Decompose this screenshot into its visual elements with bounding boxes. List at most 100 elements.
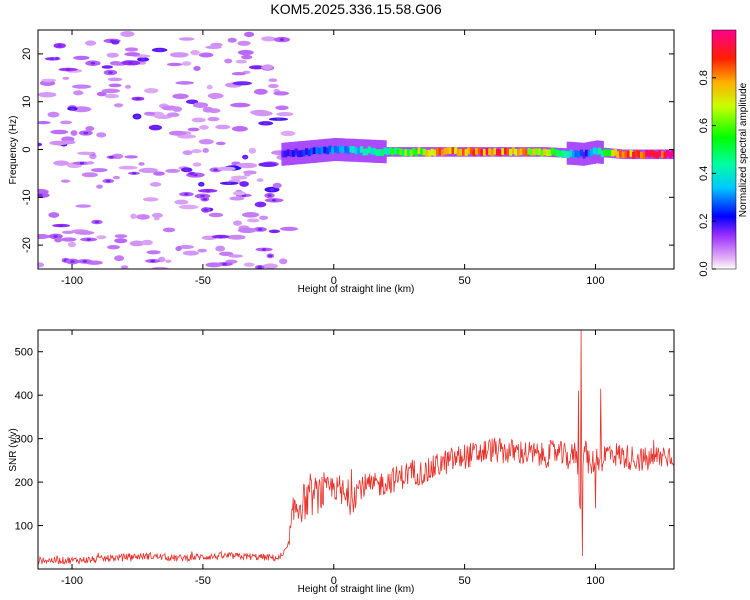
noise-core [222,262,227,266]
ridge-cell [587,150,591,157]
ridge-cell [320,146,324,154]
ridge-cell [540,149,544,157]
ridge-cell [663,151,667,159]
noise-cell [49,140,68,146]
ridge-cell [514,148,518,156]
ridge-cell [414,149,419,157]
ridge-cell [346,147,350,155]
ridge-cell [467,147,471,155]
noise-cell [187,127,200,132]
snr-ylabel: SNR (v/v) [8,428,19,471]
ridge-cell [448,147,453,154]
noise-cell [130,213,137,220]
ridge-cell [420,148,424,156]
ridge-cell [530,148,534,156]
noise-cell [53,160,70,166]
noise-cell [261,36,276,42]
noise-core [83,131,89,135]
noise-cell [178,245,195,249]
noise-cell [138,167,158,173]
noise-cell [142,197,159,202]
ridge-cell [302,149,306,157]
noise-core [276,117,281,121]
noise-cell [217,166,236,171]
noise-core [200,194,205,198]
colorbar: 0.0 0.2 0.4 0.6 0.8 Normalized spectral ampl… [698,29,749,277]
noise-cell [106,52,119,58]
ridge-cell [629,150,633,157]
noise-cell [259,215,269,220]
ridge-cell [354,147,358,155]
ridge-cell [433,149,437,157]
noise-cell [219,251,234,256]
noise-core [106,179,111,183]
ridge-cell [640,151,644,159]
ridge-cell [582,151,586,159]
x-tick-label: -100 [61,275,83,287]
noise-cell [276,112,294,117]
ridge-cell [485,148,489,155]
noise-cell [38,262,45,268]
ridge-cell [383,147,387,155]
noise-cell [227,37,237,43]
x-tick-label: 100 [586,575,604,587]
noise-core [58,224,64,227]
noise-cell [193,102,209,108]
ridge-cell [367,146,371,154]
noise-cell [124,47,139,52]
noise-cell [68,241,76,248]
noise-core [135,97,141,100]
noise-cell [86,161,95,165]
ridge-cell [496,148,500,156]
ridge-cell [501,148,505,155]
ridge-cell [417,147,421,155]
noise-cell [101,88,121,94]
y-tick-label: 0 [21,146,33,152]
noise-cell [268,83,279,89]
ridge-cell [394,147,398,155]
ridge-cell [286,149,290,156]
noise-core [241,182,247,186]
noise-cell [207,116,220,122]
noise-core [257,265,262,269]
noise-cell [129,240,145,247]
noise-cell [262,263,278,269]
noise-cell [165,168,181,173]
colorbar-label: Normalized spectral amplitude [738,82,749,217]
noise-cell [210,42,223,48]
noise-core [109,155,114,159]
ridge-cell [645,150,649,157]
ridge-cell [545,149,549,157]
noise-cell [113,103,124,108]
noise-cell [81,172,99,178]
ridge-cell [380,149,385,156]
noise-cell [205,262,223,268]
colorbar-tick-label: 0.6 [698,118,710,133]
ridge-cell [294,148,298,156]
noise-cell [60,120,72,125]
noise-cell [198,139,214,145]
x-tick-label: 50 [458,275,470,287]
ridge-cell [603,149,607,156]
noise-core [203,208,208,212]
ridge-cell [409,149,413,157]
ridge-cell [543,148,547,156]
noise-cell [144,88,159,94]
ridge-cell [606,149,610,156]
noise-core [227,182,232,185]
noise-cell [197,248,207,253]
noise-cell [166,62,183,67]
ridge-cell [375,149,379,156]
noise-cell [280,226,299,231]
noise-cell [199,125,209,130]
noise-core [254,66,260,69]
ridge-cell [574,150,578,158]
ridge-cell [624,150,628,158]
noise-core [57,44,62,47]
ridge-cell [553,149,557,156]
noise-core [94,220,100,224]
noise-cell [165,259,172,263]
ridge-cell [569,149,573,157]
noise-core [54,57,60,60]
y-tick-label: 200 [15,477,33,489]
